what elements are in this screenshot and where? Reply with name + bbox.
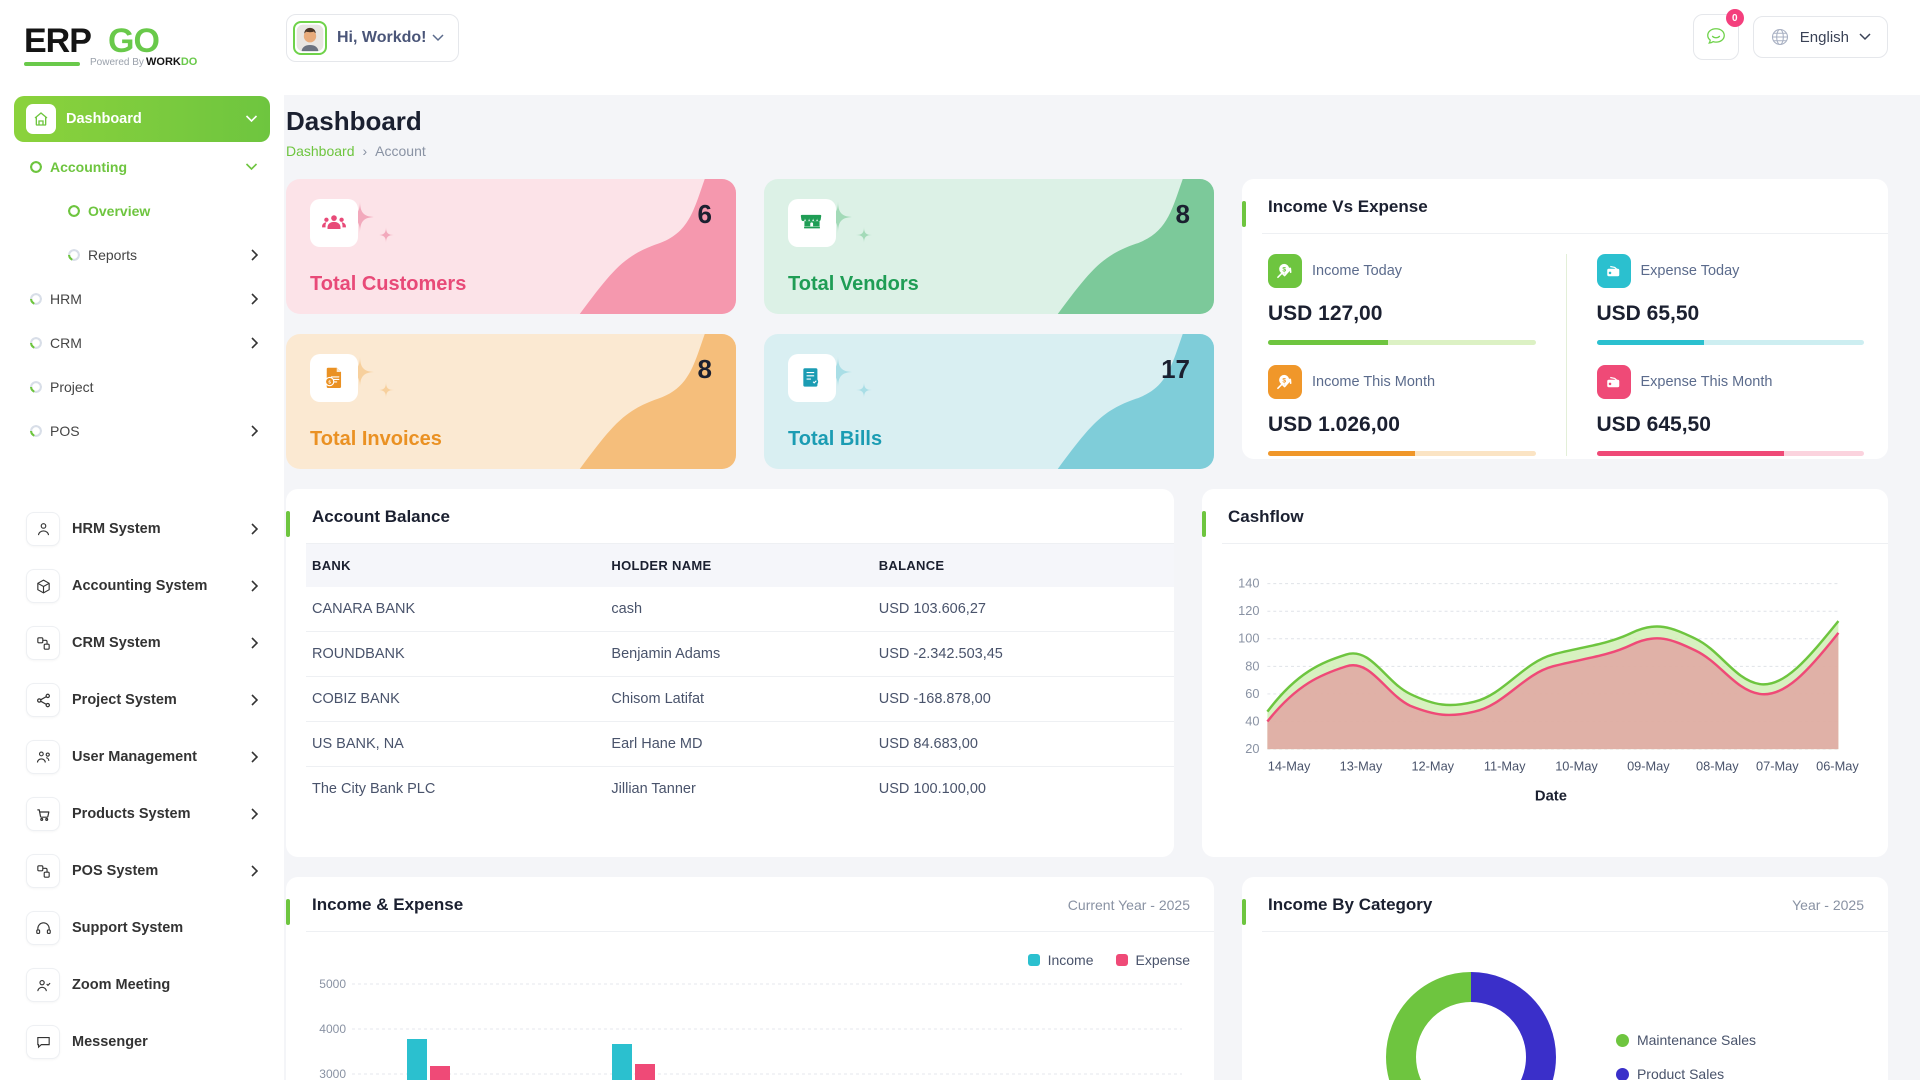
svg-text:40: 40: [1245, 713, 1259, 728]
svg-text:GO: GO: [108, 22, 159, 60]
svg-text:60: 60: [1245, 686, 1259, 701]
svg-text:08-May: 08-May: [1696, 759, 1739, 774]
svg-text:10-May: 10-May: [1555, 759, 1598, 774]
svg-text:11-May: 11-May: [1484, 759, 1526, 774]
svg-text:Date: Date: [1535, 788, 1567, 804]
svg-text:06-May: 06-May: [1816, 759, 1859, 774]
svg-text:100: 100: [1238, 631, 1259, 646]
svg-text:3000: 3000: [319, 1067, 346, 1080]
svg-text:13-May: 13-May: [1340, 759, 1383, 774]
svg-text:ERP: ERP: [24, 22, 91, 60]
svg-text:07-May: 07-May: [1756, 759, 1799, 774]
svg-text:140: 140: [1238, 576, 1259, 591]
svg-text:4000: 4000: [319, 1022, 346, 1036]
svg-text:$: $: [1282, 377, 1286, 384]
svg-text:$: $: [1282, 266, 1286, 273]
svg-text:14-May: 14-May: [1268, 759, 1311, 774]
svg-text:80: 80: [1245, 658, 1259, 673]
svg-text:Powered By: Powered By: [90, 57, 144, 68]
svg-text:20: 20: [1245, 741, 1259, 756]
svg-text:12-May: 12-May: [1411, 759, 1454, 774]
svg-text:WORKDO: WORKDO: [146, 56, 198, 68]
svg-text:5000: 5000: [319, 977, 346, 991]
svg-text:120: 120: [1238, 603, 1259, 618]
svg-text:09-May: 09-May: [1627, 759, 1670, 774]
